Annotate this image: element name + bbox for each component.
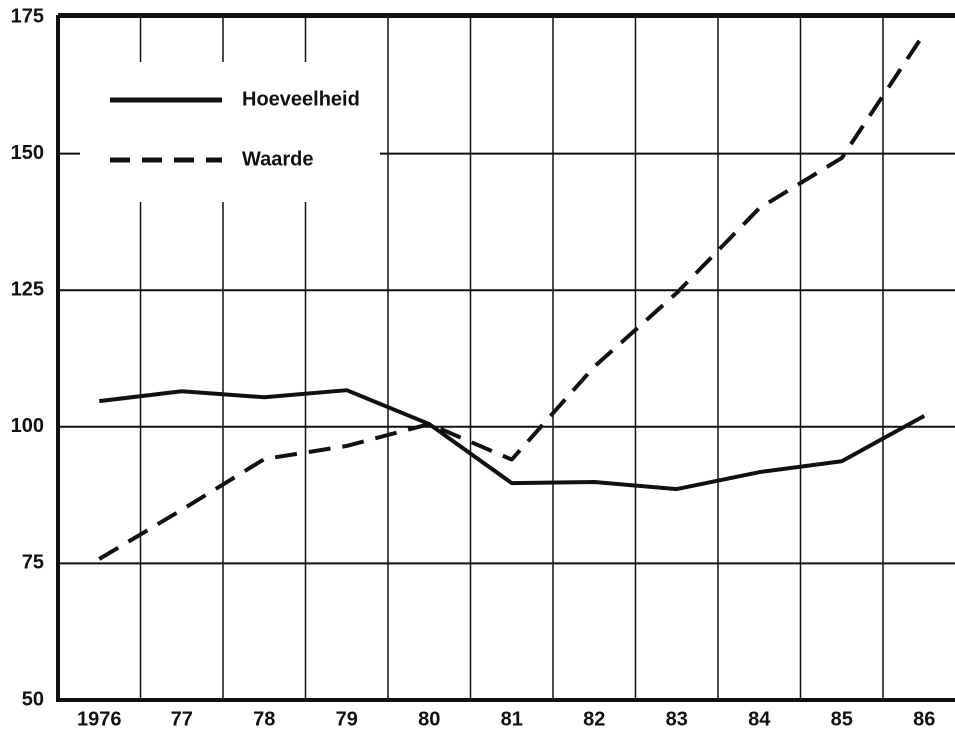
legend-label: Waarde xyxy=(242,148,314,170)
x-tick-label: 81 xyxy=(501,708,523,730)
x-tick-label: 86 xyxy=(913,708,935,730)
x-tick-label: 78 xyxy=(253,708,275,730)
x-tick-label: 1976 xyxy=(77,708,122,730)
x-tick-label: 77 xyxy=(171,708,193,730)
y-tick-label: 150 xyxy=(11,142,44,164)
x-tick-label: 84 xyxy=(748,708,771,730)
legend-box xyxy=(80,62,380,202)
legend-label: Hoeveelheid xyxy=(242,88,360,110)
x-tick-label: 82 xyxy=(583,708,605,730)
y-tick-label: 125 xyxy=(11,278,44,300)
x-tick-label: 85 xyxy=(831,708,853,730)
series-line xyxy=(98,32,926,561)
x-tick-label: 83 xyxy=(666,708,688,730)
y-tick-label: 100 xyxy=(11,415,44,437)
x-tick-label: 80 xyxy=(418,708,440,730)
y-tick-label: 75 xyxy=(22,552,44,574)
y-tick-label: 50 xyxy=(22,688,44,710)
y-tick-label: 175 xyxy=(11,5,44,27)
series-line xyxy=(99,388,926,492)
x-tick-label: 79 xyxy=(336,708,358,730)
